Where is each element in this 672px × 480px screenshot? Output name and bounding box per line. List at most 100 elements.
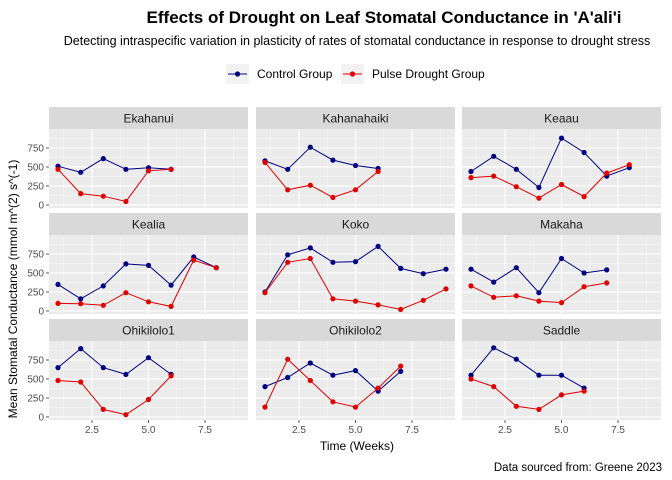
control-data-point xyxy=(513,166,519,172)
control-data-point xyxy=(536,372,542,378)
control-data-point xyxy=(123,371,129,377)
drought-data-point xyxy=(78,379,84,385)
facet-strip xyxy=(462,213,661,235)
y-tick-label: 750 xyxy=(27,249,44,260)
drought-data-point xyxy=(536,298,542,304)
legend-key-point xyxy=(349,71,356,77)
drought-data-point xyxy=(55,166,61,172)
facet-strip xyxy=(49,213,248,235)
drought-data-point xyxy=(536,406,542,412)
control-series-line xyxy=(470,137,630,189)
y-axis-title: Mean Stomatal Conductance (mmol m^(2) s^… xyxy=(6,160,20,419)
drought-series-line xyxy=(57,168,172,203)
x-tick-label: 2.5 xyxy=(85,425,99,436)
drought-data-point xyxy=(581,284,587,290)
control-data-point xyxy=(468,372,474,378)
drought-data-point xyxy=(352,404,359,410)
drought-data-point xyxy=(420,297,426,303)
drought-data-point xyxy=(626,162,632,168)
drought-series-line xyxy=(470,164,630,199)
facet-strip-label: Ekahanui xyxy=(123,112,173,126)
x-tick-label: 5.0 xyxy=(555,425,569,436)
drought-data-point xyxy=(307,377,313,384)
facet-strip-label: Kahanahaiki xyxy=(322,112,388,126)
drought-series-line xyxy=(57,375,172,416)
legend: Control Group Pulse Drought Group xyxy=(226,64,485,84)
x-tick-label: 7.5 xyxy=(611,425,625,436)
y-tick-label: 0 xyxy=(38,200,44,211)
control-data-point xyxy=(330,259,336,265)
drought-data-point xyxy=(307,255,313,262)
y-tick-label: 500 xyxy=(27,374,44,385)
drought-data-point xyxy=(330,399,336,405)
control-data-point xyxy=(398,265,404,271)
facet-strip-label: Keaau xyxy=(544,112,579,126)
x-tick-label: 7.5 xyxy=(198,425,212,436)
facet-strip xyxy=(462,319,661,341)
drought-data-point xyxy=(285,259,291,265)
y-tick-label: 0 xyxy=(38,306,44,317)
control-data-point xyxy=(78,346,84,352)
drought-data-point xyxy=(145,299,152,305)
drought-data-point xyxy=(55,300,61,306)
drought-data-point xyxy=(330,296,336,302)
drought-data-point xyxy=(307,182,313,188)
control-data-point xyxy=(55,281,61,287)
drought-data-point xyxy=(100,302,106,308)
control-data-point xyxy=(468,168,474,175)
facet-panel: Ekahanui 0 250 500 750 xyxy=(27,107,248,211)
control-data-point xyxy=(513,356,519,362)
control-data-point xyxy=(398,368,404,374)
facet-strip-label: Kealia xyxy=(132,218,166,232)
control-data-point xyxy=(145,262,152,268)
drought-data-point xyxy=(468,283,474,289)
control-data-point xyxy=(307,144,313,150)
control-data-point xyxy=(100,156,106,162)
control-data-point xyxy=(78,296,84,302)
control-series-line xyxy=(470,347,585,389)
x-tick-label: 2.5 xyxy=(292,425,306,436)
control-data-point xyxy=(558,255,565,262)
control-data-point xyxy=(307,245,313,251)
y-tick-label: 500 xyxy=(27,268,44,279)
control-data-point xyxy=(352,162,359,169)
facet-strip-label: Ohikilolo1 xyxy=(122,324,175,338)
facet-strip-label: Saddle xyxy=(543,324,581,338)
facet-strip xyxy=(256,319,455,341)
facet-strip-label: Koko xyxy=(342,218,370,232)
x-tick-label: 5.0 xyxy=(349,425,363,436)
control-data-point xyxy=(420,271,426,277)
drought-data-point xyxy=(558,181,565,188)
drought-data-point xyxy=(604,280,610,286)
control-data-point xyxy=(352,259,359,265)
control-data-point xyxy=(491,279,497,285)
drought-series-line xyxy=(470,378,585,410)
facet-panel: Ohikilolo1 0 250 500 750 2.5 5.0 7.5 xyxy=(27,319,248,436)
control-series-line xyxy=(57,347,172,375)
drought-data-point xyxy=(352,298,359,304)
facet-strip xyxy=(49,319,248,341)
drought-data-point xyxy=(100,406,106,412)
facet-panel: Kahanahaiki xyxy=(256,107,455,208)
legend-key-point xyxy=(234,71,241,77)
drought-data-point xyxy=(491,173,497,179)
control-data-point xyxy=(262,384,268,390)
x-tick-label: 2.5 xyxy=(498,425,512,436)
control-series-line xyxy=(57,256,217,300)
facet-panel: Makaha xyxy=(462,213,661,314)
drought-series-line xyxy=(264,162,379,198)
drought-data-point xyxy=(468,376,474,382)
control-data-point xyxy=(375,243,381,249)
y-tick-label: 750 xyxy=(27,143,44,154)
control-data-point xyxy=(145,355,152,361)
drought-data-point xyxy=(168,166,174,172)
drought-data-point xyxy=(285,356,291,362)
control-data-point xyxy=(78,169,84,175)
control-data-point xyxy=(123,261,129,267)
facet-strip xyxy=(49,107,248,129)
drought-data-point xyxy=(468,175,474,181)
chart-subtitle: Detecting intraspecific variation in pla… xyxy=(64,34,650,48)
drought-data-point xyxy=(581,388,587,394)
drought-data-point xyxy=(145,396,152,403)
